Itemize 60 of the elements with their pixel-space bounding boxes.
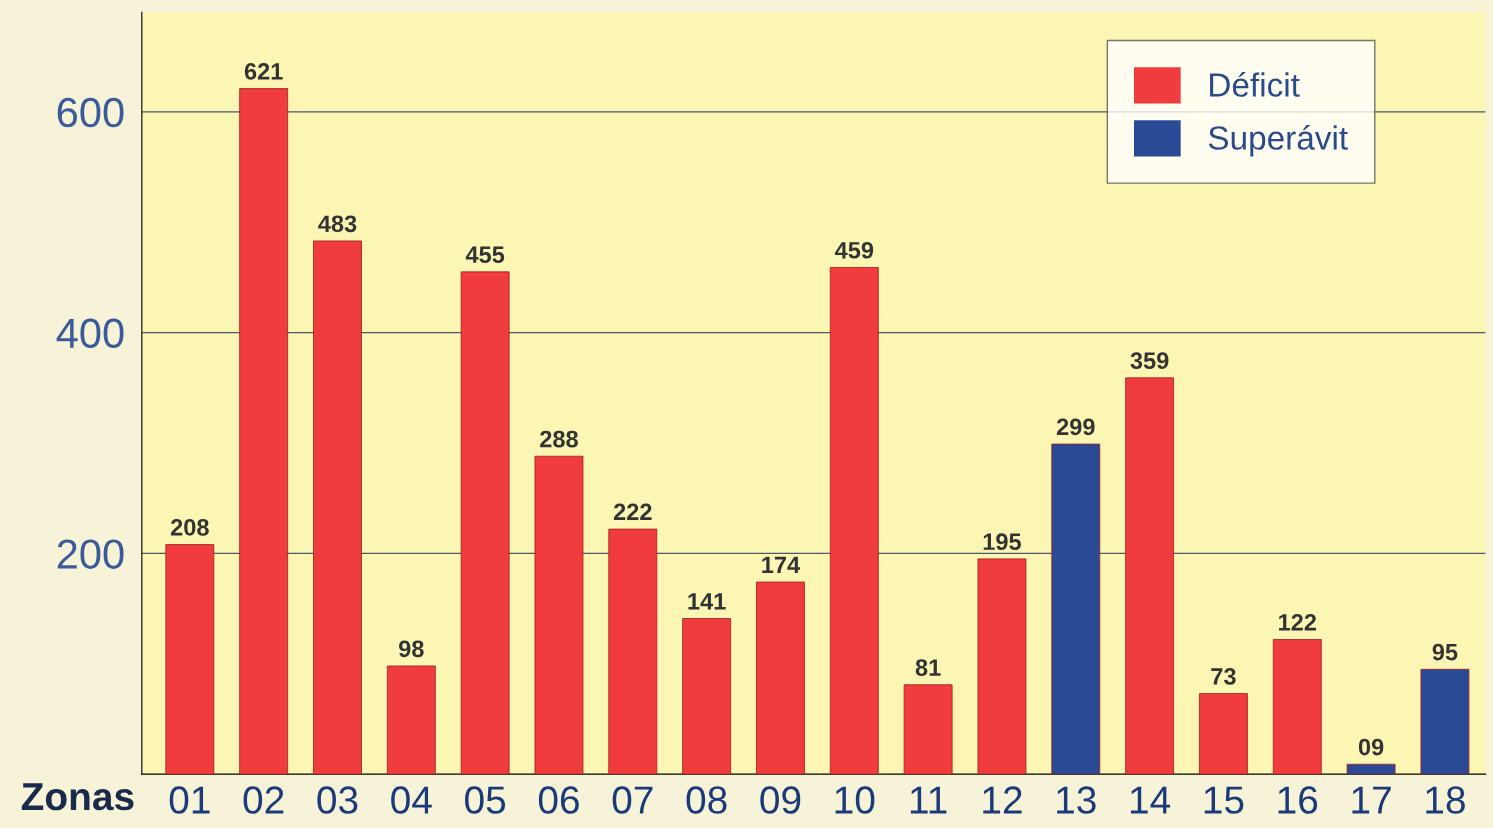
data-label: 122 xyxy=(1279,613,1317,631)
bar xyxy=(1346,763,1396,775)
bar xyxy=(534,455,584,775)
y-tick-label: 400 xyxy=(56,318,124,349)
x-tick-label: 12 xyxy=(983,786,1022,814)
data-label: 299 xyxy=(1056,418,1095,436)
bar xyxy=(1051,443,1101,775)
bar xyxy=(682,618,732,775)
x-tick-label: 07 xyxy=(612,786,653,814)
bar xyxy=(460,271,510,775)
data-label: 208 xyxy=(170,518,209,536)
legend-label: Déficit xyxy=(1210,71,1300,97)
x-tick-label: 05 xyxy=(465,786,506,814)
x-tick-label: 06 xyxy=(538,786,579,814)
data-label: 09 xyxy=(1358,738,1384,756)
legend-label: Superávit xyxy=(1208,124,1348,157)
data-label: 141 xyxy=(688,593,726,610)
data-label: 222 xyxy=(613,503,652,521)
x-tick-label: 18 xyxy=(1426,786,1465,814)
bar xyxy=(386,665,436,775)
x-tick-label: 01 xyxy=(169,786,210,814)
bar xyxy=(313,240,362,775)
x-tick-label: 03 xyxy=(317,786,358,814)
bar xyxy=(977,558,1027,775)
data-label: 81 xyxy=(915,659,941,676)
data-label: 195 xyxy=(983,533,1021,551)
data-label: 459 xyxy=(834,241,874,259)
x-tick-label: 02 xyxy=(243,786,284,814)
x-tick-label: 16 xyxy=(1278,786,1318,814)
data-label: 455 xyxy=(465,246,505,264)
x-tick-label: 09 xyxy=(760,786,801,814)
bar xyxy=(903,684,953,775)
x-tick-label: 11 xyxy=(910,786,947,814)
x-axis-title: Zonas xyxy=(21,783,134,811)
bar xyxy=(1125,377,1175,775)
data-label: 95 xyxy=(1432,643,1458,661)
bar xyxy=(1420,668,1470,775)
bar xyxy=(1272,639,1322,775)
bar xyxy=(1199,693,1248,775)
x-tick-label: 17 xyxy=(1352,786,1391,814)
y-tick-label: 200 xyxy=(57,539,124,569)
data-label: 359 xyxy=(1130,352,1169,370)
x-tick-label: 13 xyxy=(1057,786,1096,814)
bar xyxy=(239,88,289,775)
data-label: 174 xyxy=(762,556,801,574)
data-label: 73 xyxy=(1211,668,1236,685)
x-tick-label: 04 xyxy=(391,786,432,814)
data-label: 483 xyxy=(318,215,357,233)
bar xyxy=(165,544,215,775)
data-label: 288 xyxy=(540,430,578,448)
bar xyxy=(756,581,805,775)
x-tick-label: 08 xyxy=(686,786,727,814)
x-tick-label: 10 xyxy=(835,786,875,814)
bar xyxy=(608,528,658,775)
x-tick-label: 15 xyxy=(1204,786,1244,814)
bar xyxy=(829,267,879,775)
x-tick-label: 14 xyxy=(1130,786,1171,814)
data-label: 621 xyxy=(244,63,283,80)
data-label: 98 xyxy=(399,640,424,658)
y-tick-label: 600 xyxy=(57,97,124,128)
